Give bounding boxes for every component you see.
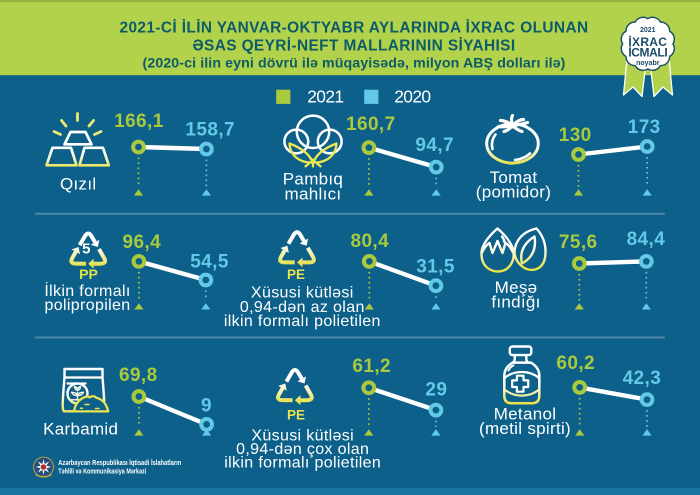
- svg-text:Qızıl: Qızıl: [60, 175, 96, 194]
- svg-text:60,2: 60,2: [556, 353, 595, 374]
- svg-text:42,3: 42,3: [623, 368, 662, 389]
- svg-text:Meşə: Meşə: [495, 278, 538, 297]
- svg-text:Azərbaycan Respublikası İqtisa: Azərbaycan Respublikası İqtisadi İslahat…: [58, 458, 181, 467]
- svg-text:(2020-ci ilin eyni dövrü ilə m: (2020-ci ilin eyni dövrü ilə müqayisədə,…: [143, 55, 566, 71]
- svg-text:5: 5: [82, 240, 90, 257]
- svg-text:ilkin formalı polietilen: ilkin formalı polietilen: [224, 313, 381, 330]
- svg-text:173: 173: [628, 117, 661, 138]
- svg-text:160,7: 160,7: [346, 114, 396, 135]
- svg-text:31,5: 31,5: [416, 256, 455, 277]
- svg-text:Metanol: Metanol: [494, 404, 557, 423]
- svg-text:166,1: 166,1: [114, 111, 164, 132]
- svg-text:İlkin formalı: İlkin formalı: [44, 281, 130, 300]
- svg-text:mahlıcı: mahlıcı: [285, 185, 342, 204]
- svg-text:İCMALI: İCMALI: [628, 45, 667, 60]
- svg-text:Xüsusi kütləsi: Xüsusi kütləsi: [251, 427, 354, 444]
- svg-text:94,7: 94,7: [415, 135, 454, 156]
- svg-text:2021: 2021: [640, 27, 656, 34]
- svg-text:29: 29: [425, 380, 447, 401]
- svg-text:96,4: 96,4: [123, 232, 162, 253]
- svg-text:130: 130: [559, 125, 592, 146]
- svg-text:ƏSAS QEYRİ-NEFT MALLARININ SİY: ƏSAS QEYRİ-NEFT MALLARININ SİYAHISI: [192, 37, 515, 54]
- svg-text:84,4: 84,4: [627, 229, 666, 250]
- svg-text:2021-Cİ İLİN YANVAR-OKTYABR AY: 2021-Cİ İLİN YANVAR-OKTYABR AYLARINDA İX…: [120, 20, 589, 37]
- svg-text:75,6: 75,6: [559, 232, 598, 253]
- svg-text:0,94-dən çox olan: 0,94-dən çox olan: [236, 441, 369, 458]
- svg-text:İXRAC: İXRAC: [628, 34, 667, 49]
- svg-text:2020: 2020: [394, 87, 430, 107]
- svg-text:2021: 2021: [307, 87, 343, 107]
- svg-text:noyabr: noyabr: [636, 60, 660, 67]
- svg-text:PE: PE: [287, 267, 305, 282]
- svg-text:80,4: 80,4: [351, 231, 390, 252]
- svg-text:Tomat: Tomat: [490, 168, 538, 187]
- svg-text:(metil spirti): (metil spirti): [479, 419, 571, 438]
- svg-text:PE: PE: [287, 407, 305, 422]
- svg-text:158,7: 158,7: [185, 120, 235, 141]
- svg-text:0,94-dən az olan: 0,94-dən az olan: [240, 299, 365, 316]
- svg-text:61,2: 61,2: [352, 356, 391, 377]
- svg-text:54,5: 54,5: [190, 251, 229, 272]
- svg-text:ilkin formalı polietilen: ilkin formalı polietilen: [224, 455, 381, 472]
- svg-text:Təhlili və Kommunikasiya Mərkə: Təhlili və Kommunikasiya Mərkəzi: [58, 467, 146, 476]
- svg-text:Pambıq: Pambıq: [283, 170, 343, 189]
- svg-text:PP: PP: [79, 266, 98, 282]
- svg-text:Karbamid: Karbamid: [43, 420, 118, 439]
- svg-text:69,8: 69,8: [119, 365, 158, 386]
- svg-text:(pomidor): (pomidor): [476, 182, 551, 201]
- svg-text:Xüsusi kütləsi: Xüsusi kütləsi: [251, 285, 354, 302]
- svg-text:polipropilen: polipropilen: [44, 297, 130, 314]
- svg-text:9: 9: [201, 396, 212, 417]
- svg-text:fındığı: fındığı: [491, 293, 540, 312]
